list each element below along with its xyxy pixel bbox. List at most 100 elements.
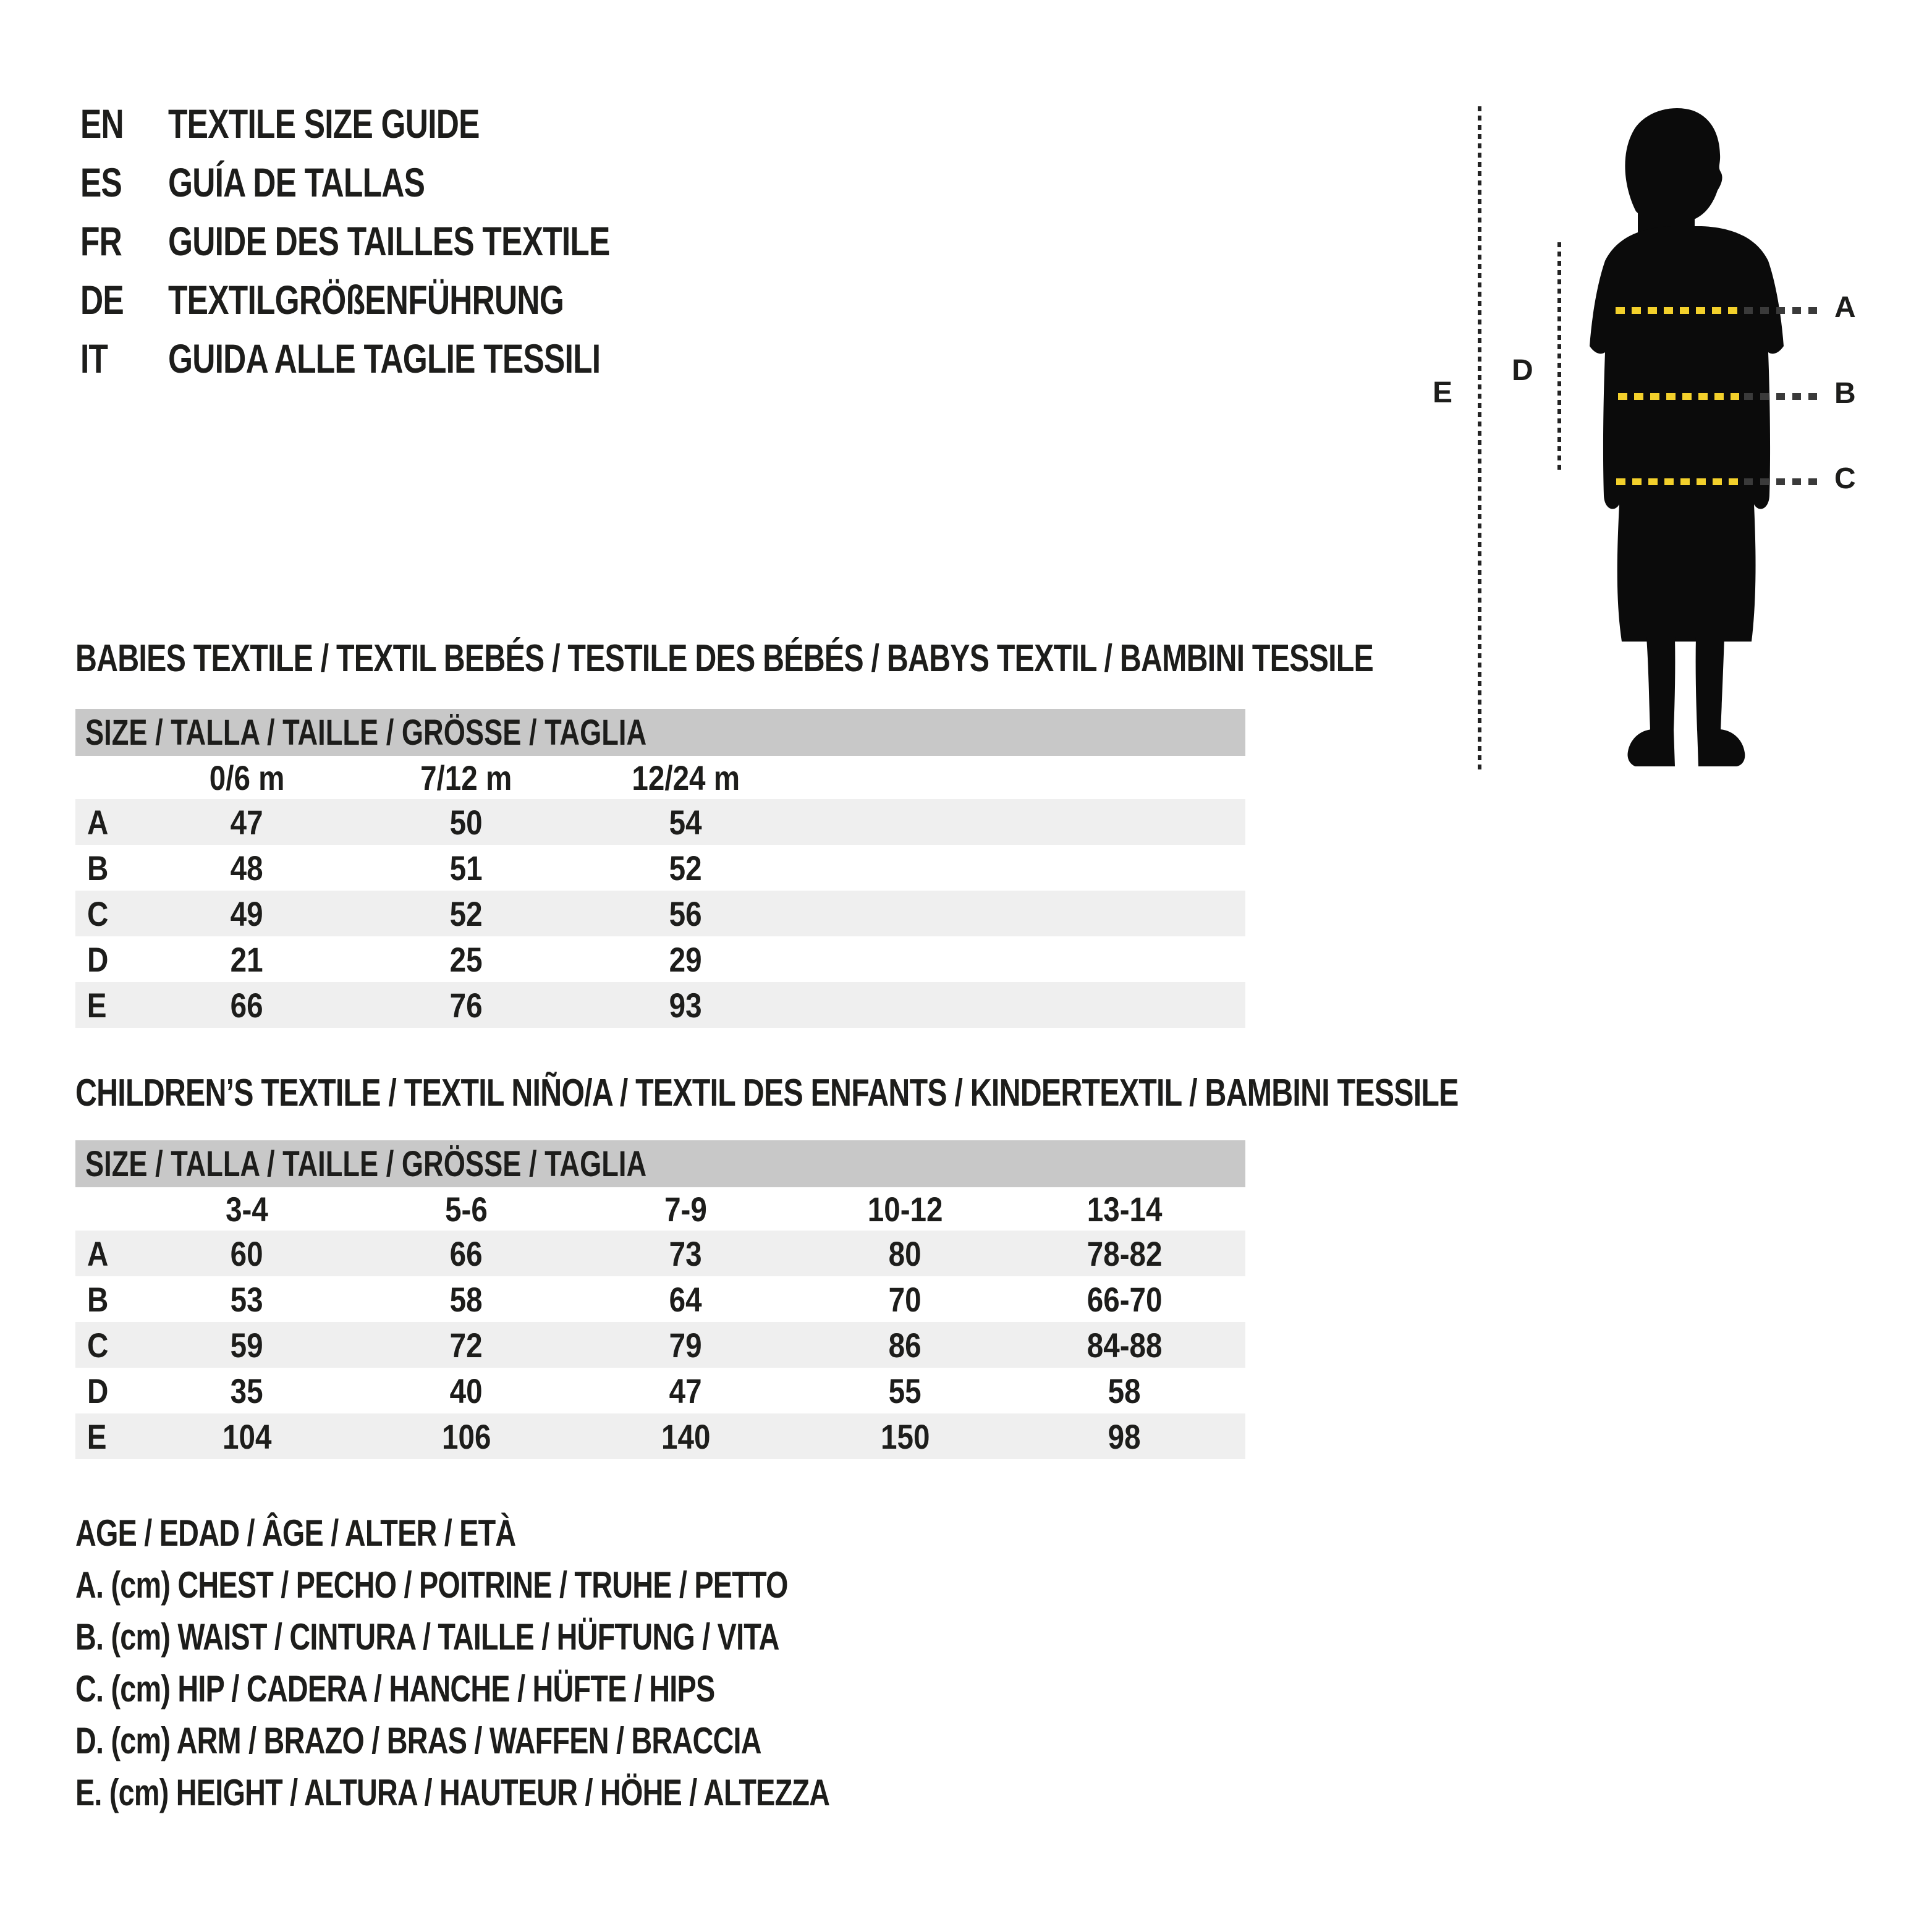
size-value-text: 47 <box>669 1371 702 1410</box>
size-column-header-row: 3-4 5-6 7-9 10-12 13-14 <box>75 1187 1245 1231</box>
size-column-header: 7-9 <box>576 1189 795 1229</box>
language-row: IT GUIDA ALLE TAGLIE TESSILI <box>80 329 734 388</box>
language-code-text: DE <box>80 276 124 323</box>
children-table-header-text: SIZE / TALLA / TAILLE / GRÖSSE / TAGLIA <box>85 1143 647 1184</box>
language-code-text: ES <box>80 159 122 205</box>
size-value-cell: 150 <box>795 1417 1015 1457</box>
legend-line-text: E. (cm) HEIGHT / ALTURA / HAUTEUR / HÖHE… <box>75 1771 830 1813</box>
language-title-text: GUIDE DES TAILLES TEXTILE <box>168 218 610 264</box>
language-code-text: FR <box>80 218 122 264</box>
measure-row-label-text: D <box>87 939 109 979</box>
size-value-cell: 56 <box>576 894 795 934</box>
size-value-cell: 21 <box>137 939 357 980</box>
size-value-text: 73 <box>669 1234 702 1273</box>
size-value-text: 51 <box>450 848 483 888</box>
size-value-text: 56 <box>669 894 702 933</box>
measure-row: E 66 76 93 <box>75 982 1245 1028</box>
height-measure-line-E <box>1478 106 1481 770</box>
size-value-cell: 49 <box>137 894 357 934</box>
size-value-text: 70 <box>889 1279 922 1319</box>
measure-row-label-text: E <box>87 1417 107 1456</box>
silhouette-head <box>1625 108 1722 224</box>
measure-row-label: A <box>75 1234 137 1274</box>
measure-row-label: E <box>75 985 137 1025</box>
hip-measure-dash-dark <box>1744 478 1821 485</box>
measure-row-label: B <box>75 848 137 888</box>
size-value-cell: 79 <box>576 1325 795 1365</box>
size-value-text: 93 <box>669 985 702 1025</box>
measure-row: D 21 25 29 <box>75 936 1245 982</box>
measure-row: A 60 66 73 80 78-82 <box>75 1231 1245 1276</box>
measure-row: B 53 58 64 70 66-70 <box>75 1276 1245 1322</box>
language-title: TEXTILE SIZE GUIDE <box>168 100 567 147</box>
size-value-cell: 64 <box>576 1279 795 1320</box>
measure-row: E 104 106 140 150 98 <box>75 1413 1245 1459</box>
legend-line-text: C. (cm) HIP / CADERA / HANCHE / HÜFTE / … <box>75 1667 715 1710</box>
measure-row-label-text: C <box>87 894 109 933</box>
silhouette-right-leg <box>1695 637 1724 731</box>
language-row: ES GUÍA DE TALLAS <box>80 153 734 211</box>
measure-row-label: C <box>75 894 137 934</box>
silhouette-body <box>1590 226 1784 642</box>
size-value-cell: 35 <box>137 1371 357 1411</box>
size-value-text: 35 <box>231 1371 263 1410</box>
size-value-text: 66 <box>450 1234 483 1273</box>
measure-row-label: D <box>75 939 137 980</box>
legend-line: E. (cm) HEIGHT / ALTURA / HAUTEUR / HÖHE… <box>75 1766 1042 1818</box>
size-value-text: 60 <box>231 1234 263 1273</box>
size-value-cell: 58 <box>357 1279 576 1320</box>
size-value-text: 106 <box>441 1417 491 1456</box>
legend-line: C. (cm) HIP / CADERA / HANCHE / HÜFTE / … <box>75 1663 1042 1714</box>
size-column-header: 13-14 <box>1015 1189 1234 1229</box>
size-column-header-text: 3-4 <box>226 1189 268 1229</box>
size-value-text: 21 <box>231 939 263 979</box>
language-title-text: TEXTILGRÖßENFÜHRUNG <box>168 276 564 323</box>
size-column-header-text: 0/6 m <box>209 758 285 797</box>
legend-line: B. (cm) WAIST / CINTURA / TAILLE / HÜFTU… <box>75 1611 1042 1663</box>
legend-line-text: B. (cm) WAIST / CINTURA / TAILLE / HÜFTU… <box>75 1616 779 1658</box>
size-value-cell: 29 <box>576 939 795 980</box>
size-value-text: 98 <box>1108 1417 1141 1456</box>
language-code-text: EN <box>80 100 124 146</box>
size-column-header-text: 10-12 <box>867 1189 943 1229</box>
waist-measure-dash-yellow <box>1618 393 1739 400</box>
language-title: TEXTILGRÖßENFÜHRUNG <box>168 276 676 323</box>
size-value-text: 79 <box>669 1325 702 1365</box>
size-value-text: 78-82 <box>1087 1234 1163 1273</box>
chest-measure-dash-dark <box>1744 307 1821 314</box>
silhouette-right-shoe <box>1697 729 1745 766</box>
size-column-header: 12/24 m <box>576 758 795 798</box>
measure-row-label-text: A <box>87 802 109 842</box>
language-title: GUIDA ALLE TAGLIE TESSILI <box>168 335 722 382</box>
measure-row-label-text: B <box>87 848 109 888</box>
language-row: DE TEXTILGRÖßENFÜHRUNG <box>80 270 734 329</box>
size-value-cell: 84-88 <box>1015 1325 1234 1365</box>
size-value-cell: 59 <box>137 1325 357 1365</box>
measure-row: A 47 50 54 <box>75 799 1245 845</box>
measure-row-label-text: D <box>87 1371 109 1410</box>
babies-section-title: BABIES TEXTILE / TEXTIL BEBÉS / TESTILE … <box>75 637 1739 681</box>
language-code-text: IT <box>80 335 108 381</box>
size-value-cell: 104 <box>137 1417 357 1457</box>
measure-row-label: D <box>75 1371 137 1411</box>
figure-label-A: A <box>1834 291 1856 324</box>
size-value-cell: 25 <box>357 939 576 980</box>
silhouette-left-leg <box>1646 637 1676 731</box>
babies-size-table: SIZE / TALLA / TAILLE / GRÖSSE / TAGLIA … <box>75 709 1245 1028</box>
size-value-cell: 52 <box>357 894 576 934</box>
size-value-cell: 70 <box>795 1279 1015 1320</box>
language-code: ES <box>80 159 168 206</box>
size-value-text: 52 <box>669 848 702 888</box>
legend-line: A. (cm) CHEST / PECHO / POITRINE / TRUHE… <box>75 1559 1042 1611</box>
measure-row-label-text: C <box>87 1325 109 1365</box>
size-column-header: 5-6 <box>357 1189 576 1229</box>
size-column-header: 3-4 <box>137 1189 357 1229</box>
size-value-text: 25 <box>450 939 483 979</box>
figure-label-C: C <box>1834 462 1856 495</box>
size-value-text: 53 <box>231 1279 263 1319</box>
size-column-header-text: 5-6 <box>445 1189 488 1229</box>
size-value-cell: 66 <box>137 985 357 1025</box>
language-code: EN <box>80 100 168 147</box>
size-column-header: 0/6 m <box>137 758 357 798</box>
